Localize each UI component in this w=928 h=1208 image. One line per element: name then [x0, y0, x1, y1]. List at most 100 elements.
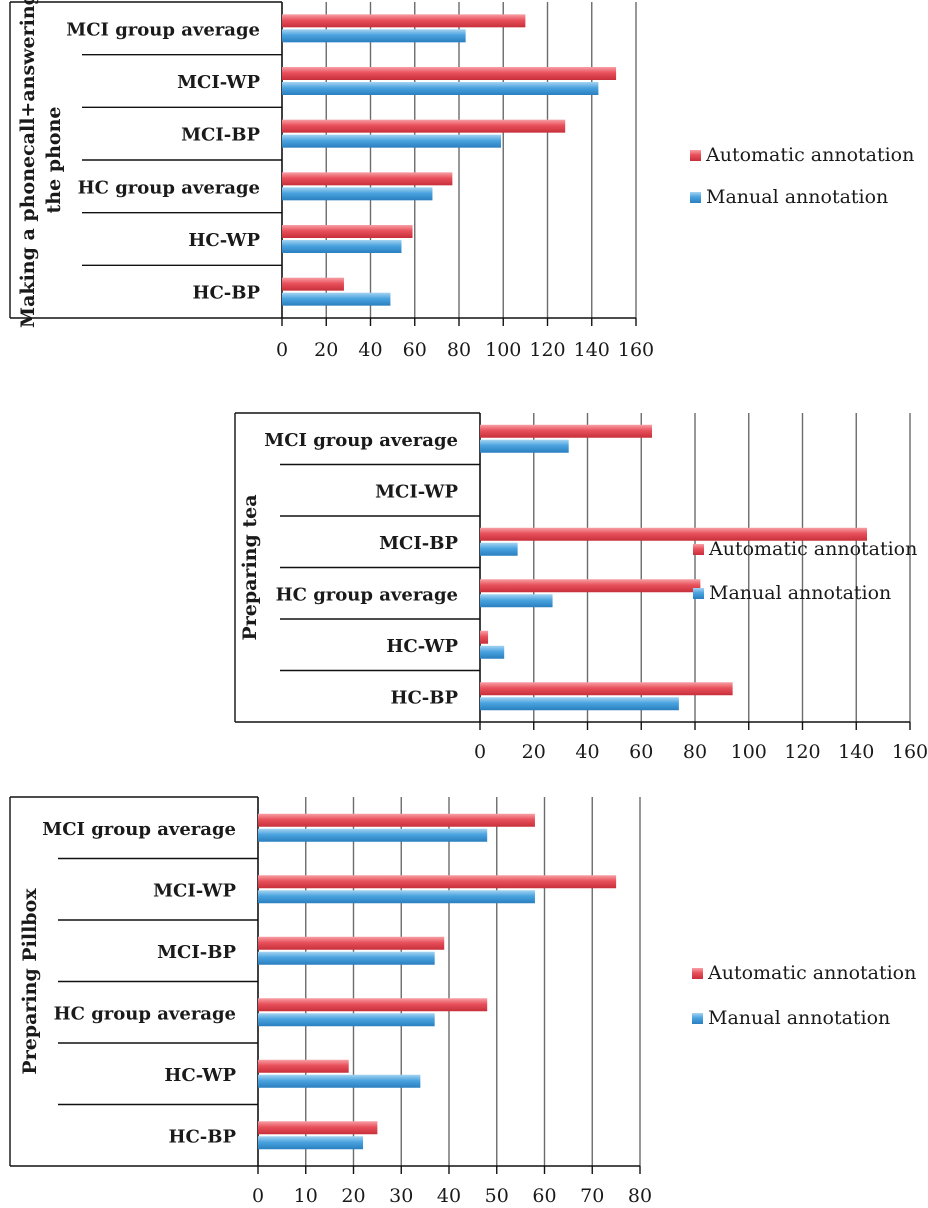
category-label-hc-wp: HC-WP [386, 636, 458, 657]
legend-label-manual: Manual annotation [709, 582, 891, 604]
x-tick-label: 20 [314, 339, 338, 361]
x-tick-label: 60 [629, 741, 653, 763]
x-tick-label: 100 [485, 339, 521, 361]
x-tick-label: 0 [252, 1185, 264, 1207]
category-label-hc-wp: HC-WP [188, 230, 260, 251]
category-label-hc-bp: HC-BP [390, 687, 458, 708]
bar-automatic-mci-bp [480, 527, 867, 541]
bar-manual-hc-wp [480, 645, 505, 659]
bar-manual-mci-group-average [258, 828, 488, 842]
category-label-hc-wp: HC-WP [164, 1065, 236, 1086]
legend-swatch-manual [693, 588, 704, 599]
bar-automatic-hc-bp [258, 1121, 378, 1135]
bar-manual-mci-bp [258, 951, 435, 965]
category-label-mci-wp: MCI-WP [375, 481, 458, 502]
category-label-hc-group-average: HC group average [276, 584, 458, 605]
x-tick-label: 60 [403, 339, 427, 361]
x-tick-label: 140 [574, 339, 610, 361]
x-tick-label: 10 [294, 1185, 318, 1207]
bar-automatic-mci-group-average [258, 813, 535, 827]
legend-label-automatic: Automatic annotation [705, 144, 914, 166]
x-tick-label: 50 [485, 1185, 509, 1207]
x-tick-label: 120 [529, 339, 565, 361]
x-tick-label: 0 [474, 741, 486, 763]
bar-automatic-mci-wp [258, 875, 617, 889]
bar-manual-hc-group-average [480, 594, 553, 608]
bar-manual-mci-group-average [480, 439, 569, 453]
x-tick-label: 120 [784, 741, 820, 763]
x-tick-label: 70 [580, 1185, 604, 1207]
chart-2: 0 20 40 60 80 100 120 140 160 MCI group average MC… [234, 412, 928, 763]
y-axis-label: Making a phonecall+answering the phone [17, 0, 65, 328]
chart-3: 0 10 20 30 40 50 60 70 80 MCI group average MCI-WP… [9, 796, 916, 1207]
legend-swatch-manual [690, 192, 701, 203]
category-label-mci-bp: MCI-BP [181, 125, 260, 146]
bar-manual-mci-bp [282, 134, 502, 148]
x-tick-label: 20 [522, 741, 546, 763]
legend: Automatic annotation Manual annotation [693, 538, 917, 604]
x-tick-label: 80 [683, 741, 707, 763]
legend-swatch-automatic [692, 968, 703, 979]
x-tick-label: 40 [358, 339, 382, 361]
x-tick-label: 80 [628, 1185, 652, 1207]
bar-automatic-hc-group-average [282, 172, 453, 186]
legend: Automatic annotation Manual annotation [692, 962, 916, 1029]
bar-automatic-hc-bp [480, 682, 733, 696]
x-tick-label: 40 [575, 741, 599, 763]
category-label-mci-bp: MCI-BP [379, 533, 458, 554]
category-label-hc-group-average: HC group average [78, 177, 260, 198]
category-label-mci-group-average: MCI group average [42, 819, 236, 840]
y-axis-label: Preparing Pillbox [19, 888, 41, 1075]
bar-automatic-hc-wp [258, 1059, 349, 1073]
x-tick-label: 100 [731, 741, 767, 763]
legend-swatch-automatic [690, 150, 701, 161]
x-tick-label: 80 [447, 339, 471, 361]
x-tick-label: 60 [532, 1185, 556, 1207]
bar-manual-hc-wp [258, 1074, 421, 1088]
category-label-hc-bp: HC-BP [168, 1126, 236, 1147]
bar-automatic-hc-group-average [480, 579, 701, 593]
category-label-mci-wp: MCI-WP [153, 880, 236, 901]
bar-automatic-hc-wp [282, 225, 413, 238]
x-tick-label: 160 [892, 741, 928, 763]
bar-manual-hc-bp [282, 292, 391, 306]
x-tick-label: 40 [437, 1185, 461, 1207]
bar-manual-hc-group-average [282, 187, 433, 201]
y-axis-label-line-1: Making a phonecall+answering [17, 0, 39, 328]
x-tick-label: 160 [618, 339, 654, 361]
x-tick-label: 140 [838, 741, 874, 763]
bar-manual-mci-wp [258, 890, 535, 904]
bar-automatic-mci-wp [282, 67, 617, 80]
legend-label-manual: Manual annotation [708, 1007, 890, 1029]
x-tick-label: 0 [276, 339, 288, 361]
bar-automatic-mci-group-average [282, 14, 526, 28]
category-label-mci-group-average: MCI group average [66, 19, 260, 40]
x-tick-label: 30 [389, 1185, 413, 1207]
y-axis-label-line-2: the phone [43, 107, 65, 214]
bar-manual-hc-bp [480, 697, 679, 711]
bar-automatic-mci-group-average [480, 424, 652, 438]
legend-swatch-automatic [693, 544, 704, 555]
bar-automatic-mci-bp [282, 119, 566, 133]
category-label-hc-group-average: HC group average [54, 1003, 236, 1024]
bar-automatic-hc-group-average [258, 998, 488, 1012]
category-label-mci-wp: MCI-WP [177, 72, 260, 93]
bar-manual-mci-wp [282, 82, 599, 95]
bar-manual-mci-group-average [282, 29, 466, 43]
legend-label-automatic: Automatic annotation [708, 538, 917, 560]
legend-label-automatic: Automatic annotation [707, 962, 916, 984]
legend-label-manual: Manual annotation [706, 186, 888, 208]
bar-automatic-hc-wp [480, 630, 489, 644]
y-axis-label: Preparing tea [239, 494, 261, 640]
legend-swatch-manual [692, 1013, 703, 1024]
bar-manual-hc-wp [282, 240, 402, 253]
bar-automatic-hc-bp [282, 277, 344, 291]
chart-1: 0 20 40 60 80 100 120 140 160 MCI group average MC… [9, 0, 914, 361]
bar-automatic-mci-bp [258, 936, 445, 950]
category-label-mci-group-average: MCI group average [264, 430, 458, 451]
bar-manual-mci-bp [480, 542, 518, 556]
bar-manual-hc-bp [258, 1136, 364, 1150]
category-label-mci-bp: MCI-BP [157, 942, 236, 963]
category-label-hc-bp: HC-BP [192, 283, 260, 304]
